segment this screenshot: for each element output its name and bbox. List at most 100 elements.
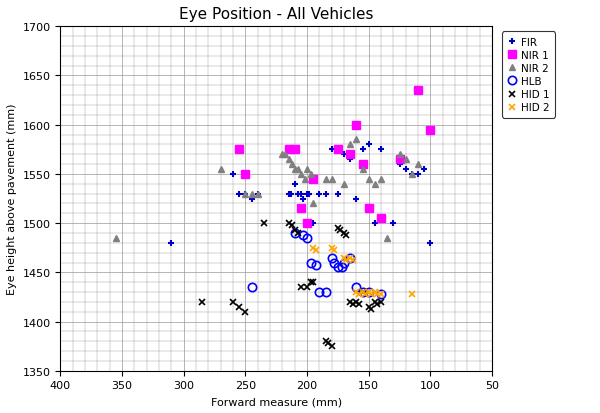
NIR 2 [279, 152, 286, 157]
NIR 2 [310, 202, 317, 206]
HID 1 [236, 304, 243, 309]
HID 1 [359, 290, 366, 295]
Line: NIR 1: NIR 1 [235, 87, 434, 228]
HID 1 [374, 301, 381, 306]
HID 1 [337, 228, 344, 233]
HID 2 [355, 292, 362, 297]
NIR 2 [415, 162, 422, 167]
HLB [347, 256, 354, 261]
Line: HID 2: HID 2 [310, 244, 415, 298]
NIR 2 [254, 192, 261, 197]
HID 1 [365, 304, 372, 309]
HLB [353, 285, 360, 290]
HID 1 [307, 280, 314, 285]
NIR 2 [112, 236, 119, 241]
NIR 2 [285, 157, 292, 162]
HID 2 [340, 256, 347, 261]
NIR 1 [291, 147, 298, 152]
HID 2 [377, 292, 385, 297]
HLB [307, 260, 314, 265]
HID 2 [371, 290, 379, 295]
FIR [377, 147, 385, 152]
NIR 2 [408, 172, 415, 177]
HID 1 [242, 309, 249, 314]
HLB [312, 263, 319, 268]
HID 2 [328, 246, 335, 251]
HID 1 [371, 300, 379, 305]
HID 2 [353, 290, 360, 295]
HID 1 [229, 300, 236, 305]
HID 2 [361, 292, 368, 297]
HID 1 [291, 228, 298, 233]
FIR [396, 162, 403, 167]
FIR [306, 192, 313, 197]
Legend: FIR, NIR 1, NIR 2, HLB, HID 1, HID 2: FIR, NIR 1, NIR 2, HLB, HID 1, HID 2 [502, 32, 555, 118]
FIR [168, 241, 175, 246]
HID 1 [377, 300, 385, 305]
NIR 2 [340, 182, 347, 187]
FIR [328, 147, 335, 152]
HLB [322, 290, 329, 295]
FIR [287, 192, 295, 197]
HID 2 [408, 292, 415, 297]
NIR 1 [353, 123, 360, 128]
HLB [365, 290, 372, 295]
HLB [331, 260, 338, 265]
NIR 2 [295, 167, 302, 172]
HID 1 [334, 226, 341, 231]
NIR 1 [377, 216, 385, 221]
NIR 2 [297, 172, 304, 177]
HID 2 [359, 290, 366, 295]
NIR 2 [322, 177, 329, 182]
HID 1 [295, 231, 302, 236]
HID 1 [355, 301, 362, 306]
NIR 1 [310, 177, 317, 182]
HID 1 [260, 221, 268, 226]
NIR 1 [396, 157, 403, 162]
FIR [242, 192, 249, 197]
Line: HID 1: HID 1 [199, 220, 385, 350]
FIR [285, 192, 292, 197]
NIR 1 [242, 172, 249, 177]
NIR 2 [242, 192, 249, 197]
FIR [236, 192, 243, 197]
HID 1 [304, 285, 311, 290]
NIR 2 [359, 167, 366, 172]
NIR 1 [359, 162, 366, 167]
Line: FIR: FIR [168, 142, 434, 247]
HID 1 [349, 301, 356, 306]
HID 2 [312, 248, 319, 253]
Y-axis label: Eye height above pavement (mm): Eye height above pavement (mm) [7, 104, 17, 294]
NIR 1 [236, 147, 243, 152]
FIR [340, 152, 347, 157]
HID 1 [322, 339, 329, 344]
HID 1 [353, 300, 360, 305]
NIR 1 [415, 88, 422, 93]
FIR [347, 157, 354, 162]
HID 1 [325, 341, 332, 346]
HID 1 [199, 300, 206, 305]
HID 2 [374, 292, 381, 297]
NIR 1 [297, 206, 304, 211]
NIR 2 [307, 172, 314, 177]
FIR [365, 142, 372, 147]
HID 1 [347, 300, 354, 305]
Title: Eye Position - All Vehicles: Eye Position - All Vehicles [179, 7, 373, 22]
NIR 2 [365, 177, 372, 182]
HID 2 [343, 257, 350, 262]
NIR 2 [291, 167, 298, 172]
HLB [334, 265, 341, 270]
NIR 2 [289, 162, 296, 167]
FIR [353, 197, 360, 202]
HLB [377, 292, 385, 297]
FIR [415, 172, 422, 177]
NIR 1 [285, 147, 292, 152]
HID 1 [289, 223, 296, 228]
HID 2 [365, 290, 372, 295]
HID 1 [368, 306, 375, 311]
HLB [291, 231, 298, 236]
FIR [297, 192, 304, 197]
NIR 2 [217, 167, 224, 172]
FIR [291, 182, 298, 187]
HID 2 [347, 256, 354, 261]
